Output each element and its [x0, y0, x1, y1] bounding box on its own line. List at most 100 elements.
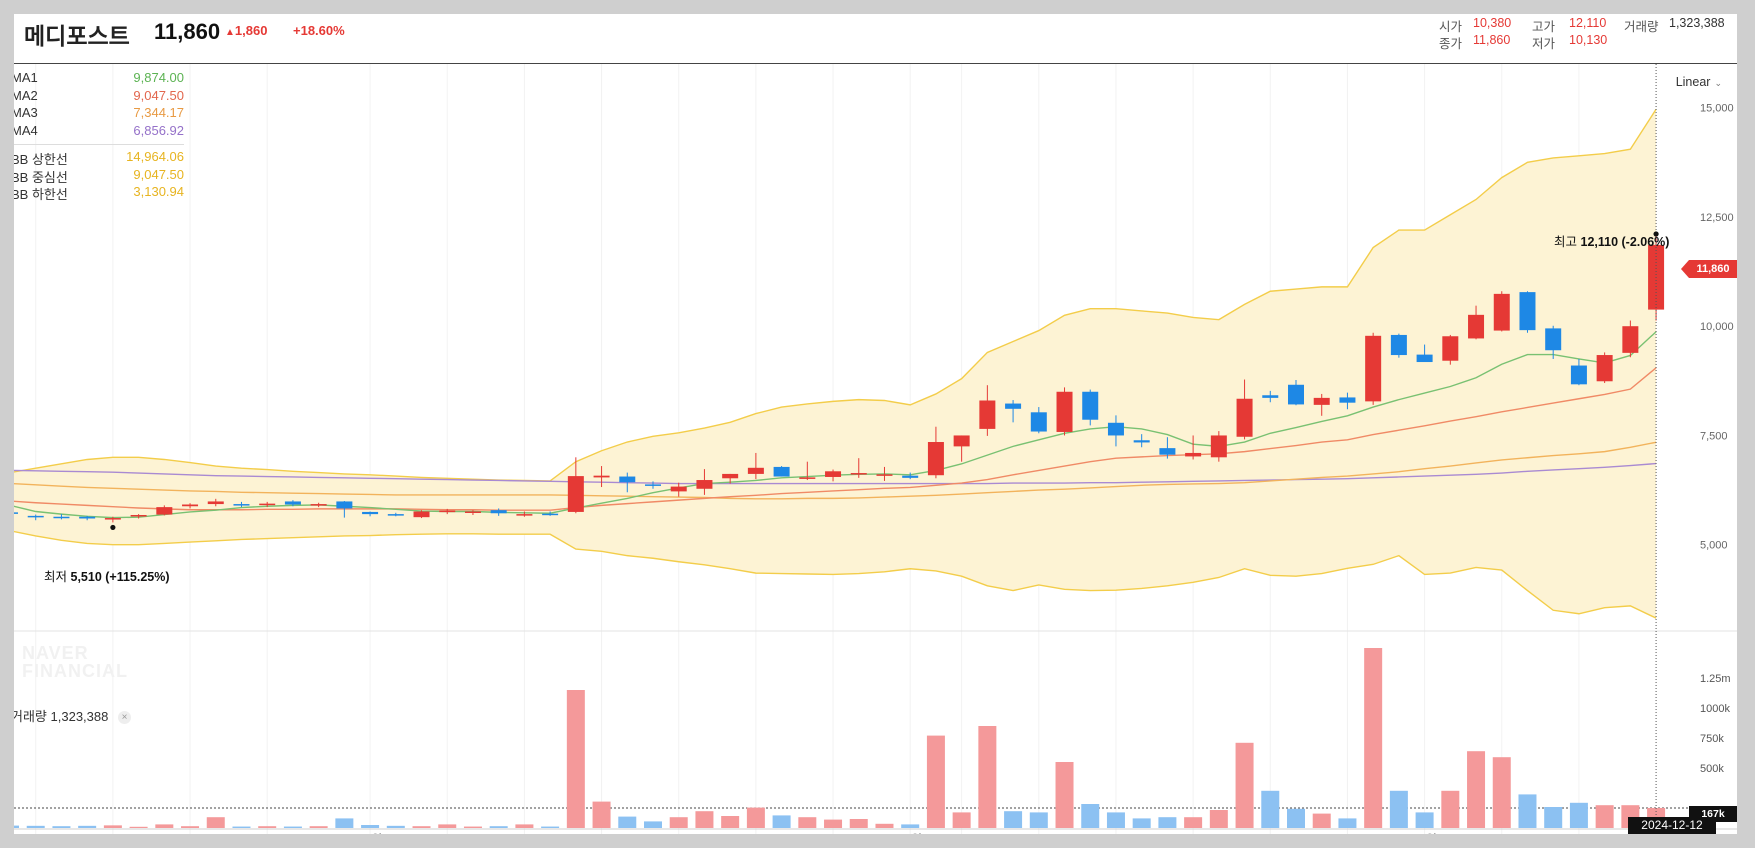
candle [619, 472, 636, 493]
volume-bar [515, 824, 534, 828]
price-chart[interactable]: 5,000 7,500 10,000 12,500 15,000 1.25m 1000k 75… [14, 14, 1737, 834]
candle [953, 435, 970, 462]
watermark-line-1: NAVER [22, 643, 89, 663]
open-label: 시가 [1439, 20, 1463, 34]
x-tick-label: 12월 [1412, 832, 1436, 834]
volume-bar [1004, 811, 1023, 828]
candle-body [233, 504, 250, 506]
candle-body [1210, 435, 1227, 458]
candle-body [747, 467, 764, 474]
candle-body [1596, 355, 1613, 382]
y-tick-label: 12,500 [1700, 212, 1734, 224]
candle [1570, 358, 1587, 386]
price-change-value: 1,860 [234, 23, 268, 38]
volume-bar [1029, 812, 1048, 828]
volume-bar [1364, 648, 1383, 828]
low-label: 저가 [1532, 37, 1556, 51]
legend-ma1-value: 9,874.00 [133, 70, 184, 85]
open-value: 10,380 [1473, 16, 1512, 30]
candle-body [207, 501, 224, 505]
stock-name: 메디포스트 [24, 23, 130, 49]
candle-body [593, 475, 610, 478]
legend-divider [14, 144, 184, 145]
candle [1107, 415, 1124, 447]
candle-body [1056, 391, 1073, 432]
volume-bar [155, 824, 174, 828]
candle [876, 466, 893, 481]
volume-bar [438, 824, 457, 828]
legend-bb-mid: BB 중심선 9,047.50 [14, 167, 184, 185]
scale-selector-label: Linear [1675, 75, 1711, 89]
volume-bar [669, 817, 688, 828]
bollinger-bands [14, 108, 1657, 619]
up-triangle-icon: ▲ [225, 27, 235, 38]
axes: 5,000 7,500 10,000 12,500 15,000 1.25m 1000k 75… [358, 103, 1734, 834]
candle [1236, 379, 1253, 440]
max-marker [1653, 231, 1659, 237]
candle-body [439, 510, 456, 513]
candle [670, 482, 687, 497]
candle [284, 500, 301, 507]
legend-ma3-label: MA3 [14, 105, 38, 120]
candle [902, 472, 919, 480]
candle [696, 469, 713, 495]
volume-bars [14, 648, 1666, 828]
candle [1416, 344, 1433, 363]
volume-bar [1132, 818, 1151, 828]
candle-body [1519, 292, 1536, 331]
volume-bar [1544, 807, 1563, 828]
volume-bar [1441, 790, 1460, 828]
legend-bb-mid-value: 9,047.50 [133, 166, 184, 182]
candle-body [953, 435, 970, 447]
candle [542, 511, 559, 516]
volume-tick-label: 1000k [1700, 703, 1730, 715]
volume-bar [1158, 817, 1177, 828]
candle-body [1005, 403, 1022, 409]
candle-body [1416, 354, 1433, 363]
candle [207, 498, 224, 507]
candle [1005, 400, 1022, 423]
volume-bar [52, 826, 71, 828]
legend-ma2-value: 9,047.50 [133, 87, 184, 103]
candle [1133, 434, 1150, 448]
candle [1262, 390, 1279, 403]
candle-body [516, 514, 533, 516]
candle-body [1545, 328, 1562, 351]
candle-body [53, 516, 70, 519]
current-price-tag: 11,860 [1681, 260, 1737, 278]
volume-bar [695, 811, 714, 828]
candle-body [1622, 326, 1639, 353]
volume-bar [978, 726, 997, 828]
candle [130, 514, 147, 519]
candle-body [1082, 391, 1099, 420]
volume-bar [14, 825, 19, 828]
legend-bb-upper: BB 상한선 14,964.06 [14, 149, 184, 167]
candle [53, 514, 70, 520]
candle-body [567, 476, 584, 512]
candle-body [14, 512, 18, 514]
candle-body [619, 476, 636, 483]
candle-body [27, 515, 44, 518]
scale-selector[interactable]: Linear ⌄ [1676, 75, 1722, 89]
volume-bar [901, 824, 920, 828]
candle-body [156, 507, 173, 515]
legend-bb-mid-label: BB 중심선 [14, 169, 68, 185]
volume-bar [1595, 805, 1614, 828]
legend-ma1: MA1 9,874.00 [14, 70, 184, 88]
volume-bar [1106, 812, 1125, 828]
candle [773, 466, 790, 477]
volume-bar [1338, 818, 1357, 828]
max-value: 12,110 (-2.06%) [1580, 235, 1670, 249]
crosshair [110, 64, 1659, 828]
candle [387, 512, 404, 517]
volume-bar [181, 826, 200, 828]
chart-frame: 메디포스트 11,860 ▲1,860 +18.60% 시가 10,380 고가… [14, 14, 1737, 834]
candle-body [825, 471, 842, 477]
volume-bar [258, 826, 277, 828]
candle [979, 385, 996, 436]
volume-bar [721, 816, 740, 828]
legend-bb-lower: BB 하한선 3,130.94 [14, 184, 184, 202]
volume-bar [26, 825, 45, 828]
close-icon[interactable]: × [117, 711, 131, 725]
min-marker [110, 524, 116, 531]
